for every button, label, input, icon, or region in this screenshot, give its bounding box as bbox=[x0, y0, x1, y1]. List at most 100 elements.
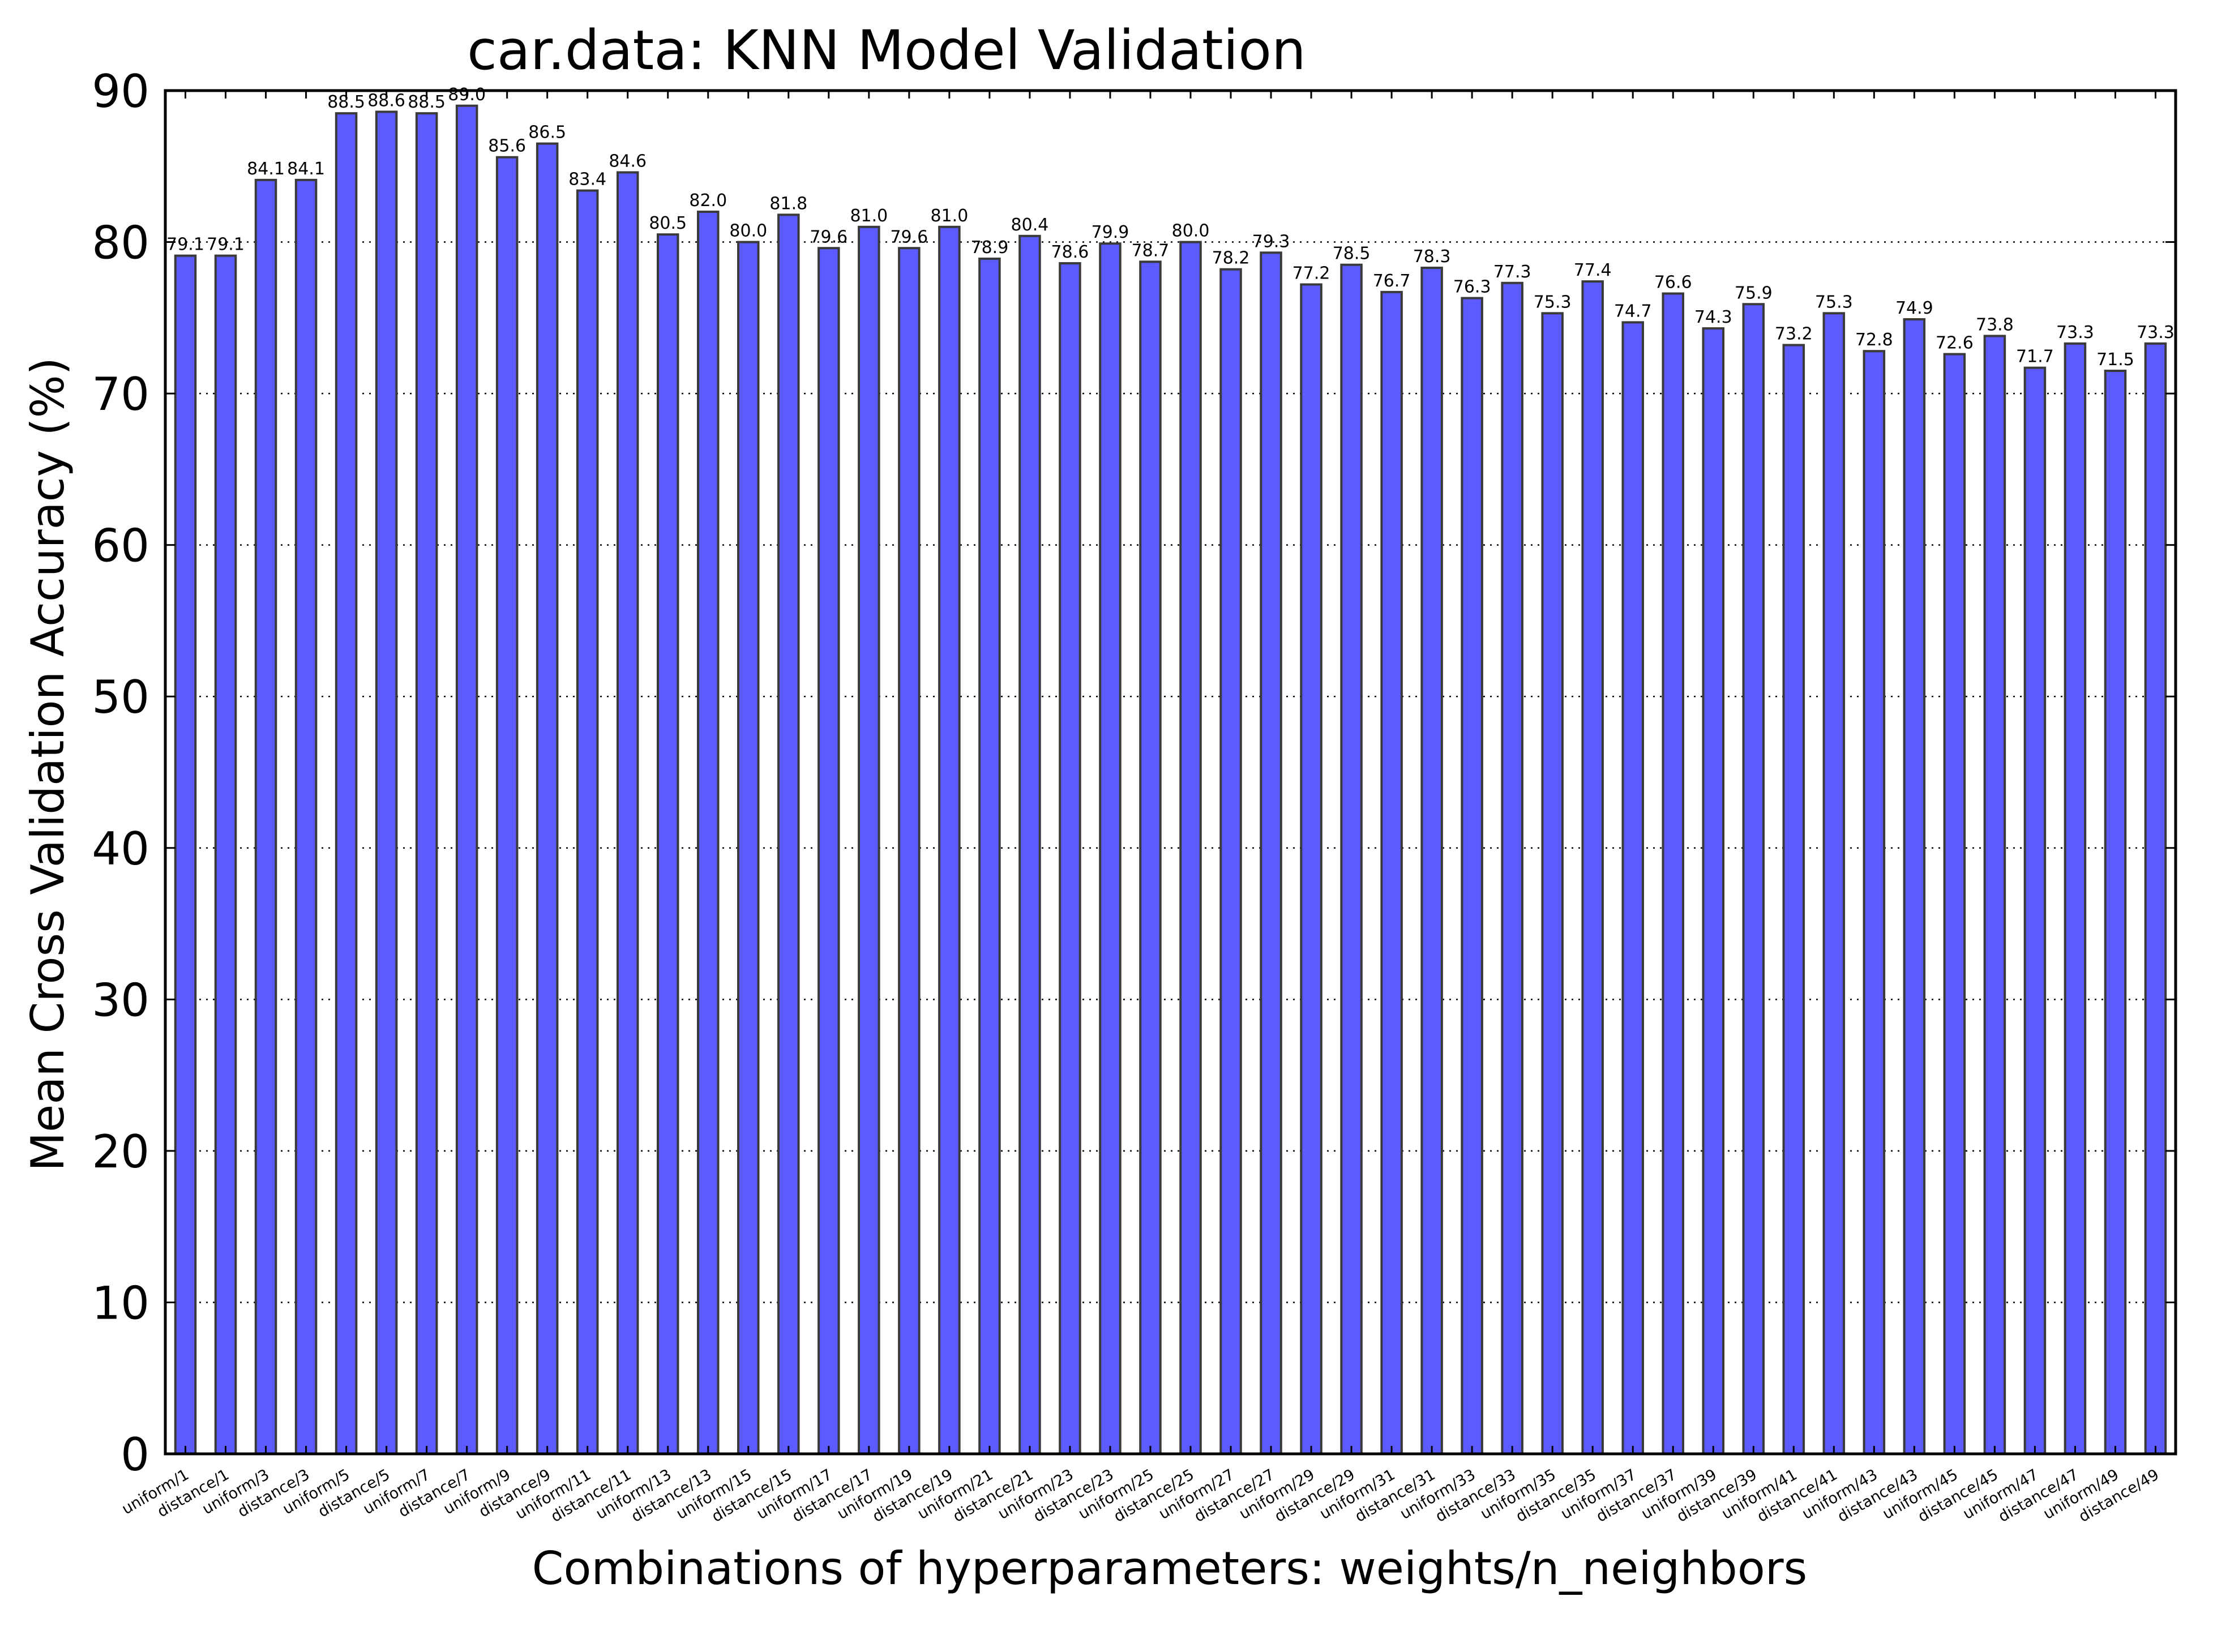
y-tick-label: 10 bbox=[92, 1277, 149, 1329]
data-label: 72.6 bbox=[1936, 333, 1974, 353]
data-label: 72.8 bbox=[1855, 330, 1893, 350]
bar-uniform-29 bbox=[1300, 283, 1322, 1455]
bar-distance-21 bbox=[1018, 234, 1041, 1456]
data-label: 80.5 bbox=[649, 213, 687, 233]
data-label: 79.9 bbox=[1091, 222, 1129, 242]
y-axis-ticks: 0 10 20 30 40 50 60 70 80 90 bbox=[92, 65, 2176, 1481]
data-label: 74.7 bbox=[1614, 301, 1652, 321]
bar-uniform-31 bbox=[1380, 290, 1403, 1455]
data-label: 78.9 bbox=[971, 238, 1009, 258]
data-label: 76.3 bbox=[1453, 277, 1491, 297]
bar-distance-49 bbox=[2144, 342, 2167, 1455]
bar-uniform-7 bbox=[415, 112, 438, 1456]
data-label: 78.6 bbox=[1051, 242, 1089, 262]
data-label: 84.6 bbox=[609, 151, 647, 171]
data-label: 75.9 bbox=[1735, 283, 1773, 303]
bar-distance-45 bbox=[1983, 335, 2006, 1456]
y-tick-label: 80 bbox=[92, 217, 149, 269]
bar-uniform-3 bbox=[254, 178, 277, 1456]
bar-uniform-27 bbox=[1219, 268, 1242, 1455]
data-label: 84.1 bbox=[287, 159, 325, 179]
data-label: 80.0 bbox=[729, 221, 767, 241]
data-label: 77.4 bbox=[1574, 260, 1612, 280]
bar-uniform-47 bbox=[2023, 366, 2047, 1455]
bar-uniform-1 bbox=[174, 254, 197, 1456]
y-tick-label: 90 bbox=[92, 65, 149, 118]
y-tick-label: 50 bbox=[92, 671, 149, 724]
data-label: 71.7 bbox=[2016, 347, 2054, 367]
bar-uniform-13 bbox=[656, 233, 679, 1456]
y-tick-label: 20 bbox=[92, 1125, 149, 1178]
bar-distance-11 bbox=[616, 171, 639, 1456]
data-labels: 79.1 79.184.1 84.188.5 88.6 88.5 89.085.686.5… bbox=[166, 85, 2175, 370]
y-tick-label: 40 bbox=[92, 823, 149, 875]
bar-distance-35 bbox=[1581, 280, 1604, 1455]
data-label: 81.0 bbox=[850, 206, 888, 226]
bar-distance-47 bbox=[2064, 342, 2087, 1455]
data-label: 79.1 bbox=[166, 235, 204, 255]
bar-distance-39 bbox=[1742, 303, 1765, 1456]
data-label: 80.4 bbox=[1011, 215, 1049, 235]
bar-distance-25 bbox=[1179, 241, 1202, 1455]
bar-uniform-37 bbox=[1621, 321, 1644, 1455]
bar-uniform-49 bbox=[2104, 369, 2127, 1455]
data-label: 79.6 bbox=[810, 227, 847, 247]
data-label: 84.1 bbox=[247, 159, 285, 179]
data-label: 83.4 bbox=[568, 170, 606, 190]
data-label: 79.1 bbox=[207, 235, 245, 255]
bar-distance-15 bbox=[777, 213, 800, 1456]
bar-uniform-15 bbox=[737, 241, 760, 1455]
data-label: 79.6 bbox=[890, 227, 928, 247]
bars bbox=[174, 104, 2167, 1456]
data-label: 73.3 bbox=[2137, 323, 2175, 343]
data-label: 80.0 bbox=[1172, 221, 1210, 241]
data-label: 77.3 bbox=[1493, 262, 1531, 282]
data-label: 78.7 bbox=[1132, 241, 1170, 260]
data-label: 73.2 bbox=[1775, 324, 1813, 344]
bar-distance-43 bbox=[1903, 318, 1926, 1455]
bar-distance-33 bbox=[1501, 281, 1523, 1455]
bar-uniform-45 bbox=[1943, 353, 1966, 1456]
bar-uniform-19 bbox=[898, 247, 921, 1455]
bar-distance-7 bbox=[455, 104, 478, 1455]
bar-uniform-25 bbox=[1139, 260, 1162, 1455]
data-label: 71.5 bbox=[2096, 350, 2134, 370]
x-axis-label: Combinations of hyperparameters: weights… bbox=[532, 1542, 1808, 1595]
bar-distance-31 bbox=[1420, 267, 1443, 1455]
bar-distance-27 bbox=[1260, 251, 1282, 1456]
data-label: 82.0 bbox=[689, 191, 727, 211]
y-tick-label: 60 bbox=[92, 520, 149, 572]
bar-distance-17 bbox=[858, 225, 880, 1455]
bar-distance-29 bbox=[1340, 263, 1363, 1455]
y-tick-label: 70 bbox=[92, 368, 149, 421]
data-label: 81.0 bbox=[930, 206, 968, 226]
bar-distance-5 bbox=[375, 110, 398, 1456]
data-label: 74.3 bbox=[1694, 307, 1732, 327]
bar-uniform-9 bbox=[495, 156, 519, 1456]
bar-uniform-23 bbox=[1059, 262, 1081, 1455]
bar-uniform-43 bbox=[1863, 350, 1886, 1455]
bar-uniform-5 bbox=[335, 112, 358, 1456]
bar-uniform-35 bbox=[1541, 312, 1564, 1455]
data-label: 86.5 bbox=[528, 123, 566, 143]
bar-distance-19 bbox=[938, 225, 961, 1455]
bar-uniform-21 bbox=[978, 257, 1001, 1456]
bar-distance-1 bbox=[214, 254, 237, 1456]
data-label: 76.6 bbox=[1654, 273, 1692, 293]
data-label: 76.7 bbox=[1373, 271, 1411, 291]
data-label: 73.3 bbox=[2056, 323, 2094, 343]
plot-frame bbox=[164, 89, 2177, 1456]
data-label: 75.3 bbox=[1815, 292, 1853, 312]
data-label: 79.3 bbox=[1252, 232, 1290, 251]
data-label: 85.6 bbox=[488, 136, 526, 156]
data-label: 78.5 bbox=[1333, 244, 1371, 264]
bar-distance-3 bbox=[294, 178, 318, 1456]
data-label: 77.2 bbox=[1292, 263, 1330, 283]
data-label: 78.2 bbox=[1212, 249, 1250, 268]
bar-uniform-41 bbox=[1782, 344, 1805, 1456]
bar-distance-9 bbox=[536, 142, 559, 1455]
bar-uniform-17 bbox=[817, 247, 840, 1455]
chart-title: car.data: KNN Model Validation bbox=[467, 19, 1306, 82]
bar-distance-37 bbox=[1662, 292, 1685, 1455]
